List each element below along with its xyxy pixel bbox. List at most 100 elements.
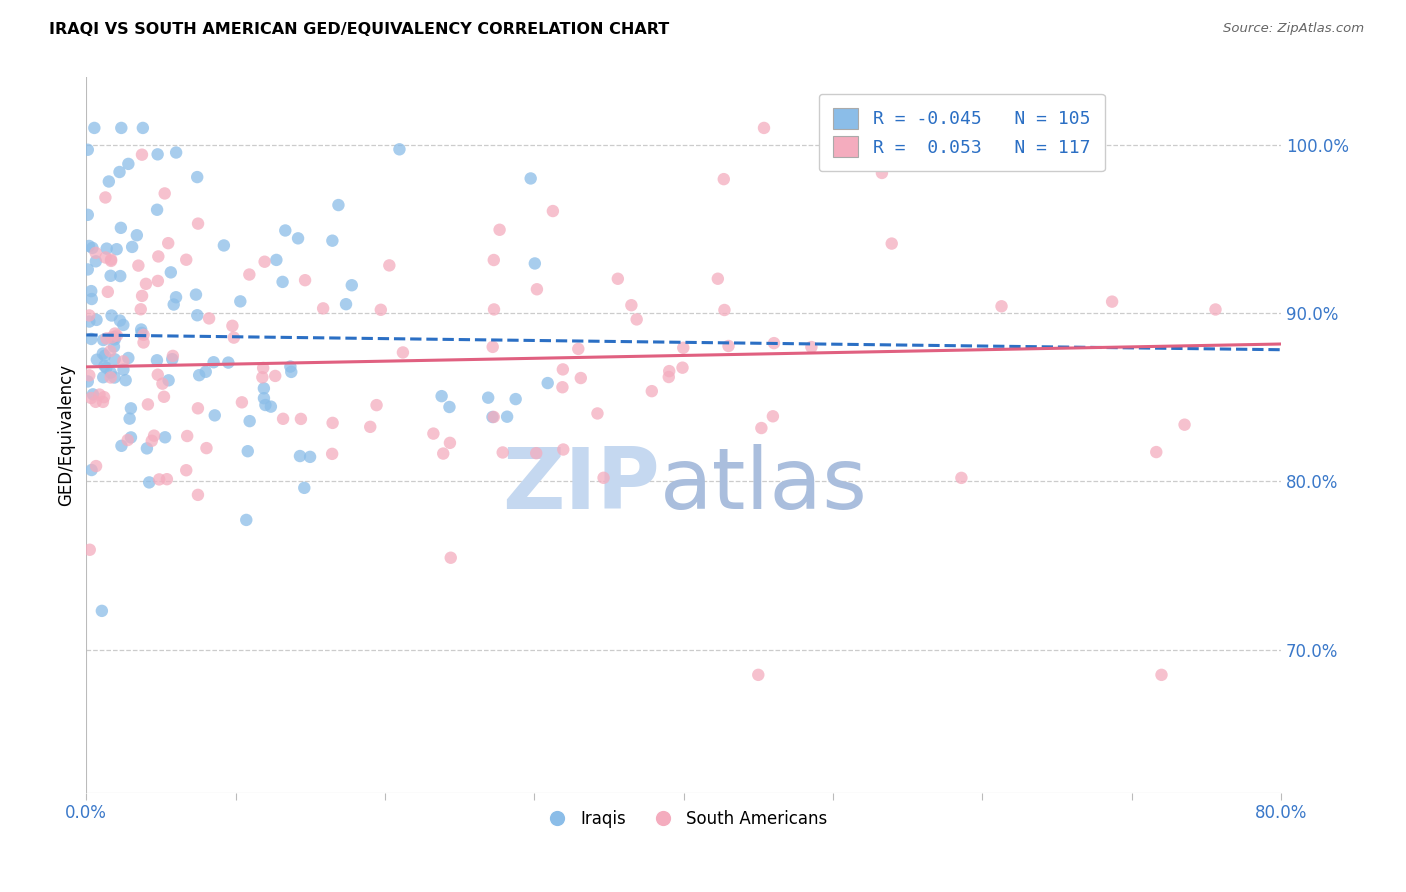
Point	[294, 273, 316, 287]
Point	[1150, 668, 1173, 682]
Point	[551, 380, 574, 394]
Point	[204, 409, 226, 423]
Point	[222, 330, 245, 344]
Point	[83, 120, 105, 135]
Point	[312, 301, 335, 316]
Point	[103, 340, 125, 354]
Point	[717, 339, 740, 353]
Point	[762, 409, 785, 424]
Point	[86, 313, 108, 327]
Point	[80, 332, 103, 346]
Point	[340, 278, 363, 293]
Point	[537, 376, 560, 390]
Point	[231, 395, 253, 409]
Point	[108, 165, 131, 179]
Point	[104, 352, 127, 367]
Point	[359, 420, 381, 434]
Point	[165, 145, 187, 160]
Point	[159, 265, 181, 279]
Point	[84, 245, 107, 260]
Point	[551, 362, 574, 376]
Point	[567, 342, 589, 356]
Point	[157, 236, 180, 251]
Point	[194, 365, 217, 379]
Point	[195, 441, 218, 455]
Point	[132, 335, 155, 350]
Point	[156, 472, 179, 486]
Point	[100, 252, 122, 267]
Point	[143, 428, 166, 442]
Point	[482, 253, 505, 268]
Point	[492, 445, 515, 459]
Point	[103, 370, 125, 384]
Point	[89, 387, 111, 401]
Point	[152, 376, 174, 391]
Point	[90, 604, 112, 618]
Point	[541, 204, 564, 219]
Point	[264, 368, 287, 383]
Point	[97, 174, 120, 188]
Point	[93, 359, 115, 373]
Point	[100, 370, 122, 384]
Point	[252, 370, 274, 384]
Point	[148, 472, 170, 486]
Point	[253, 381, 276, 395]
Point	[671, 360, 693, 375]
Point	[392, 345, 415, 359]
Point	[82, 387, 104, 401]
Text: IRAQI VS SOUTH AMERICAN GED/EQUIVALENCY CORRELATION CHART: IRAQI VS SOUTH AMERICAN GED/EQUIVALENCY …	[49, 22, 669, 37]
Point	[523, 256, 546, 270]
Point	[870, 166, 893, 180]
Point	[91, 370, 114, 384]
Point	[187, 401, 209, 416]
Point	[432, 446, 454, 460]
Point	[146, 353, 169, 368]
Point	[713, 303, 735, 318]
Point	[146, 147, 169, 161]
Point	[496, 409, 519, 424]
Point	[174, 252, 197, 267]
Point	[112, 318, 135, 332]
Point	[146, 368, 169, 382]
Point	[747, 668, 769, 682]
Point	[271, 412, 294, 426]
Point	[990, 299, 1012, 313]
Point	[84, 459, 107, 474]
Point	[141, 434, 163, 448]
Point	[751, 421, 773, 435]
Point	[120, 401, 142, 416]
Point	[176, 429, 198, 443]
Point	[91, 395, 114, 409]
Point	[439, 400, 461, 414]
Point	[117, 351, 139, 365]
Text: ZIP: ZIP	[502, 443, 659, 526]
Point	[110, 220, 132, 235]
Point	[322, 416, 344, 430]
Point	[153, 390, 176, 404]
Point	[125, 228, 148, 243]
Point	[524, 446, 547, 460]
Point	[287, 231, 309, 245]
Point	[127, 259, 149, 273]
Point	[212, 238, 235, 252]
Point	[77, 239, 100, 253]
Point	[762, 336, 785, 351]
Point	[290, 412, 312, 426]
Point	[97, 285, 120, 299]
Point	[288, 449, 311, 463]
Point	[235, 513, 257, 527]
Point	[131, 289, 153, 303]
Point	[800, 340, 823, 354]
Point	[586, 407, 609, 421]
Point	[132, 120, 155, 135]
Point	[100, 268, 122, 283]
Point	[108, 313, 131, 327]
Point	[86, 352, 108, 367]
Point	[388, 142, 411, 156]
Point	[280, 359, 302, 374]
Point	[101, 330, 124, 344]
Point	[482, 409, 505, 424]
Point	[76, 143, 98, 157]
Point	[93, 390, 115, 404]
Point	[481, 409, 503, 424]
